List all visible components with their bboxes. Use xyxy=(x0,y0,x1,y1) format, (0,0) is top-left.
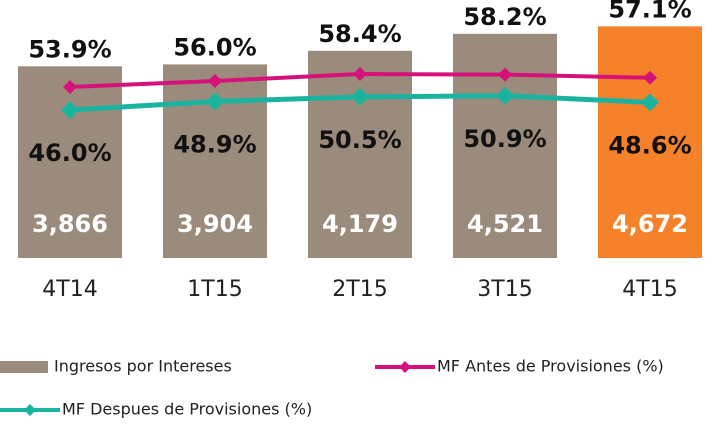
line-marker xyxy=(206,92,224,111)
line-value-label: 53.9% xyxy=(28,35,111,63)
legend-label: MF Antes de Provisiones (%) xyxy=(437,357,664,376)
legend-label: MF Despues de Provisiones (%) xyxy=(62,400,312,419)
x-tick-label: 4T14 xyxy=(42,277,97,302)
line-value-label: 58.4% xyxy=(318,20,401,48)
line-marker xyxy=(496,86,514,105)
line-marker xyxy=(351,87,369,106)
bar xyxy=(308,50,412,259)
legend-label: Ingresos por Intereses xyxy=(54,357,232,376)
x-tick-label: 2T15 xyxy=(332,277,387,302)
line-marker xyxy=(641,93,659,112)
line-marker xyxy=(61,100,79,119)
line-marker xyxy=(208,73,222,88)
line-value-label: 58.2% xyxy=(463,3,546,31)
bar xyxy=(598,26,702,259)
line-value-label: 57.1% xyxy=(608,0,691,23)
line-value-label: 48.6% xyxy=(608,131,691,159)
line-marker xyxy=(353,66,367,81)
line-value-label: 50.9% xyxy=(463,125,546,153)
bar-value-label: 4,672 xyxy=(612,210,688,238)
line-marker xyxy=(643,70,657,85)
x-tick-label: 1T15 xyxy=(187,277,242,302)
legend-marker xyxy=(399,361,411,373)
line-marker xyxy=(63,80,77,95)
legend-swatch xyxy=(0,361,48,373)
x-tick-label: 4T15 xyxy=(622,277,677,302)
bar-value-label: 3,904 xyxy=(177,210,253,238)
bar-value-label: 4,521 xyxy=(467,210,543,238)
bar xyxy=(18,66,122,258)
x-tick-label: 3T15 xyxy=(477,277,532,302)
line-value-label: 46.0% xyxy=(28,139,111,167)
bar-value-label: 3,866 xyxy=(32,210,108,238)
line-value-label: 56.0% xyxy=(173,33,256,61)
line-value-label: 48.9% xyxy=(173,131,256,159)
line-value-label: 50.5% xyxy=(318,126,401,154)
bar-value-label: 4,179 xyxy=(322,210,398,238)
line-marker xyxy=(498,67,512,82)
legend-marker xyxy=(24,404,36,416)
